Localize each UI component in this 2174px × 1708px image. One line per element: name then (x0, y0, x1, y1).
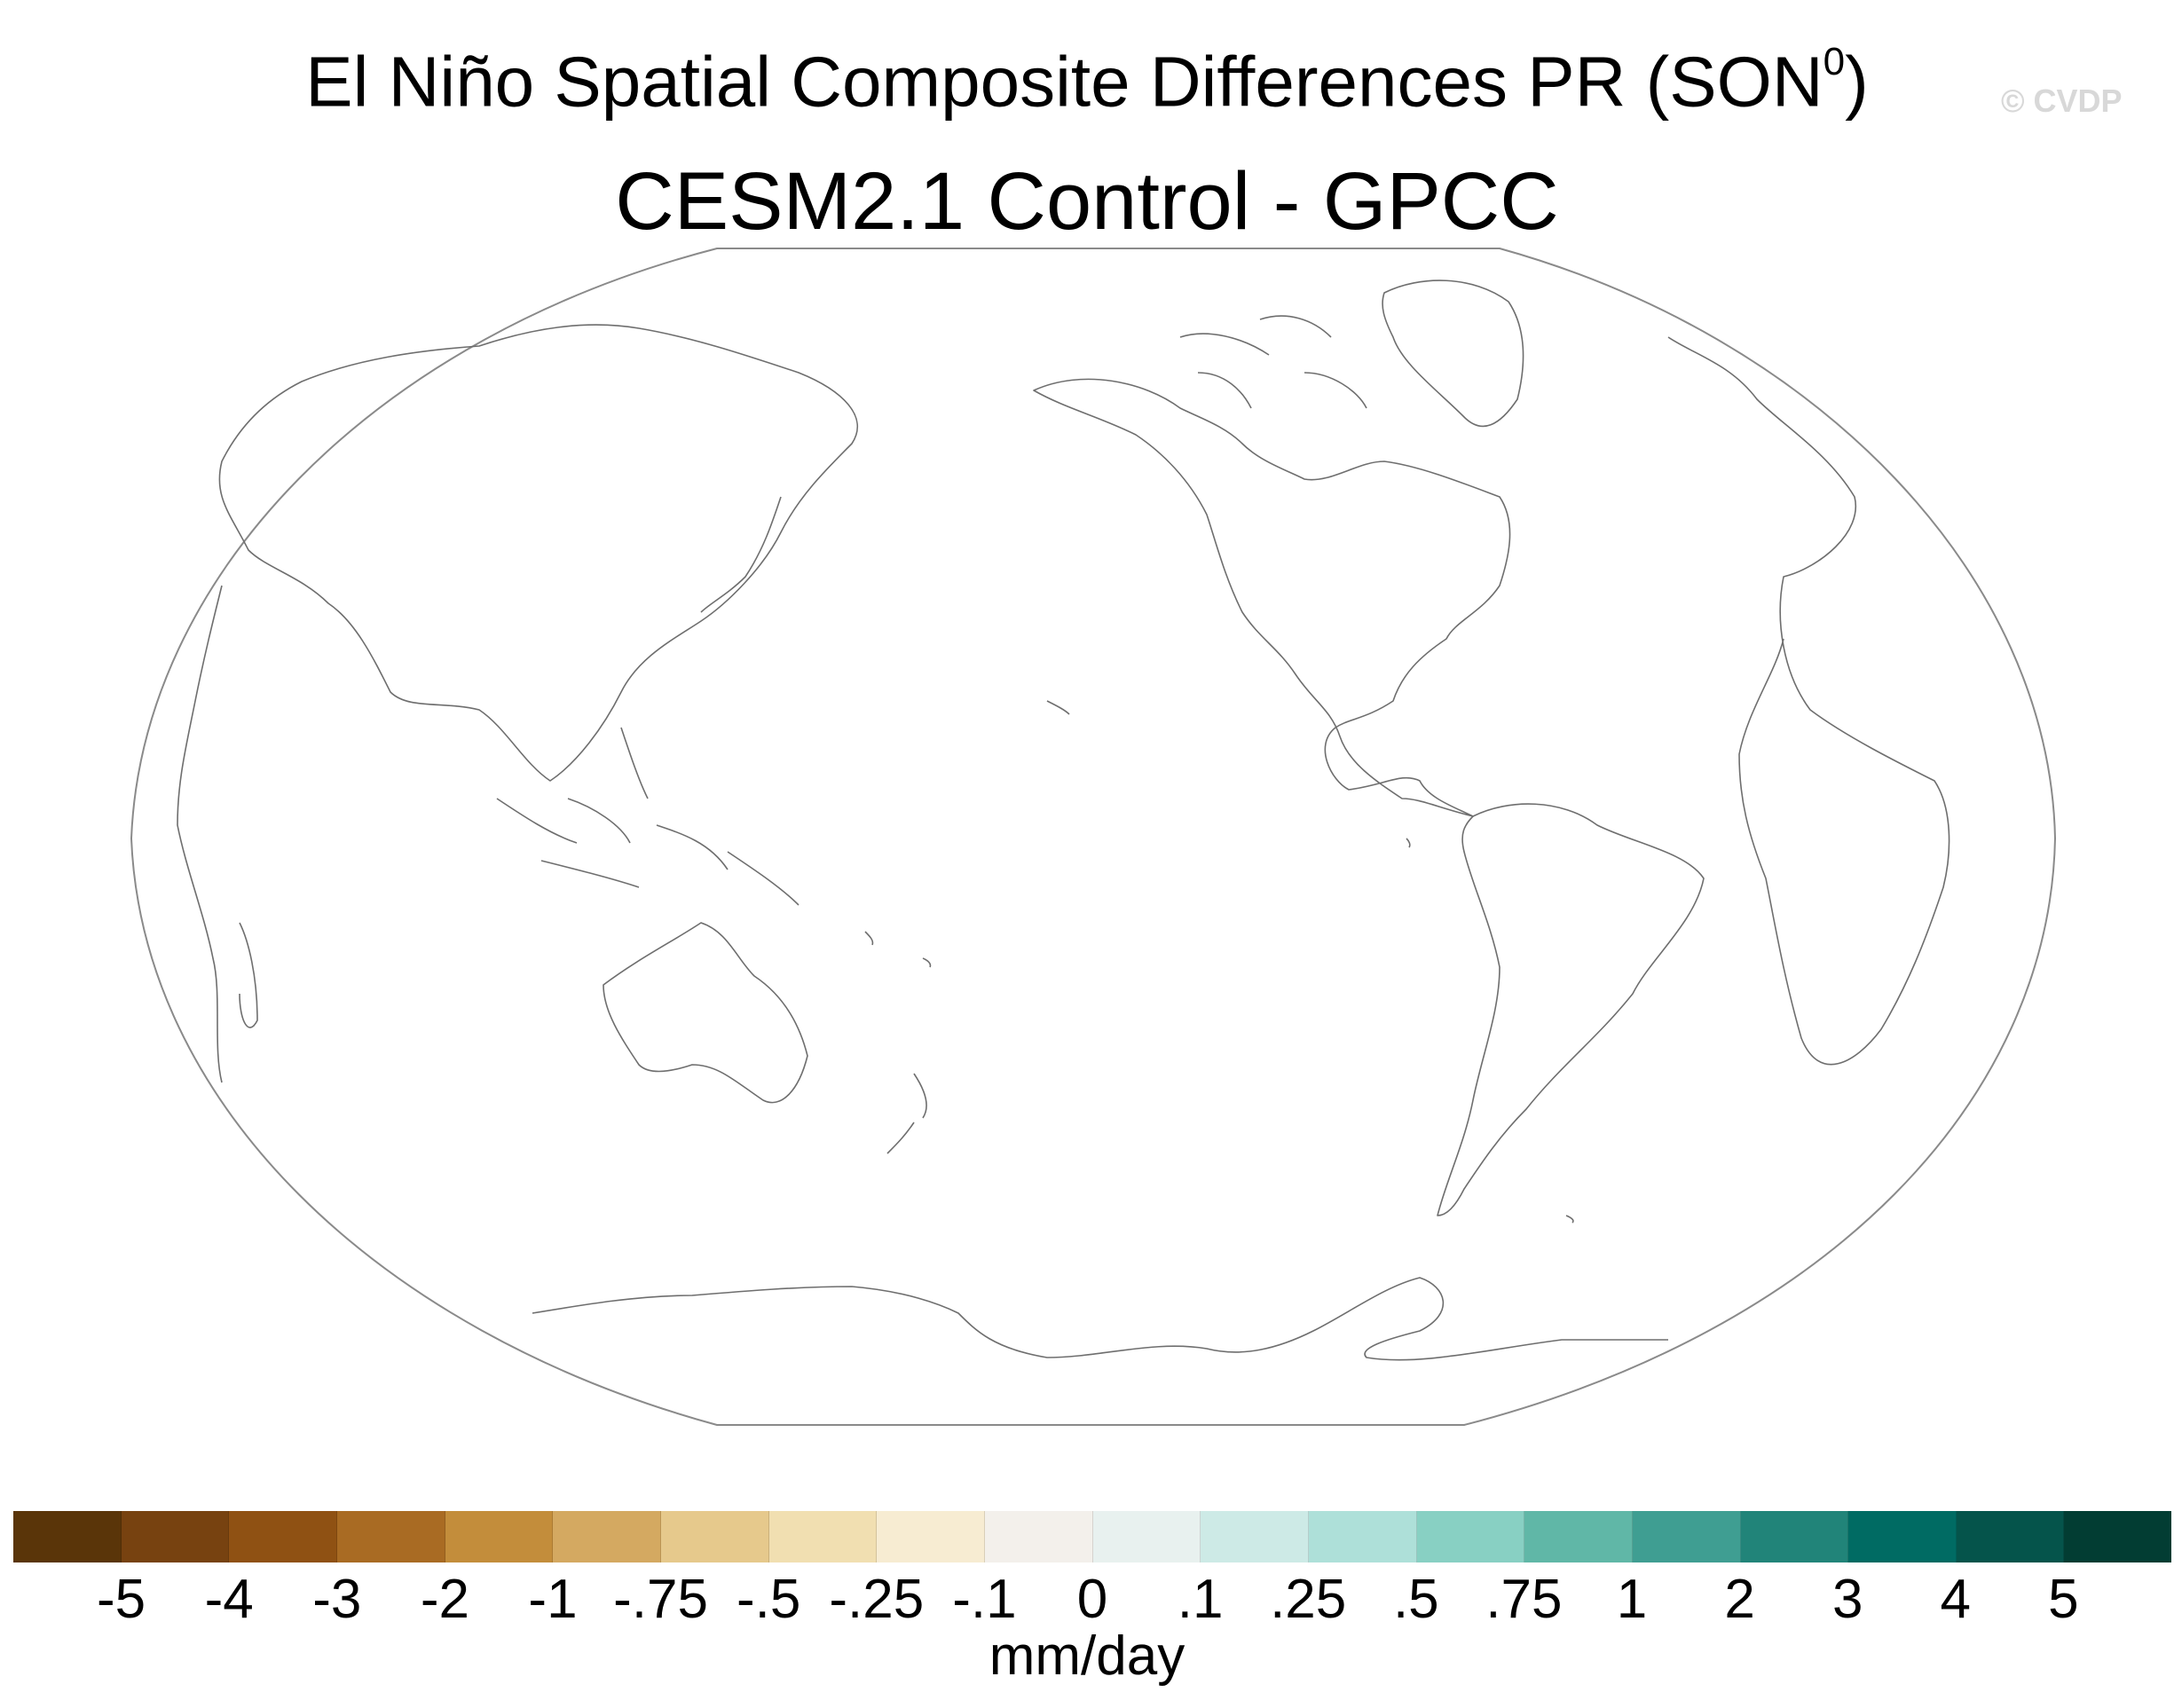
colorbar-swatch-12 (1308, 1511, 1417, 1562)
colorbar-label: 2 (1724, 1569, 1755, 1630)
colorbar-swatch-5 (553, 1511, 661, 1562)
colorbar-swatch-2 (229, 1511, 337, 1562)
colorbar-swatch-0 (13, 1511, 122, 1562)
colorbar-label: -4 (204, 1569, 254, 1630)
colorbar (13, 1511, 2172, 1562)
coast-new-zealand (886, 1073, 927, 1154)
colorbar-label: .25 (1270, 1569, 1347, 1630)
coast-arctic-islands (1179, 315, 1367, 409)
coast-south-america (1437, 803, 1705, 1216)
title-text: El Niño Spatial Composite Differences PR… (305, 42, 1823, 122)
colorbar-label: 3 (1831, 1569, 1863, 1630)
colorbar-swatch-1 (121, 1511, 230, 1562)
colorbar-label: -3 (312, 1569, 362, 1630)
colorbar-swatch-7 (768, 1511, 878, 1562)
colorbar-label: 5 (2048, 1569, 2079, 1630)
colorbar-swatch-10 (1092, 1511, 1201, 1562)
colorbar-label: .5 (1392, 1569, 1439, 1630)
coast-australia (603, 922, 808, 1104)
colorbar-label: -.75 (613, 1569, 709, 1630)
coast-north-america (1033, 378, 1511, 817)
colorbar-swatch-15 (1632, 1511, 1741, 1562)
colorbar-swatch-13 (1416, 1511, 1525, 1562)
coast-asia (218, 324, 858, 782)
colorbar-label: 0 (1076, 1569, 1108, 1630)
coast-small-islands (864, 700, 1574, 1224)
colorbar-label: -1 (528, 1569, 578, 1630)
colorbar-swatch-14 (1524, 1511, 1633, 1562)
colorbar-swatch-17 (1848, 1511, 1957, 1562)
coast-europe-africa (1667, 336, 1950, 1066)
coast-greenland (1382, 279, 1524, 428)
colorbar-units: mm/day (989, 1625, 1185, 1687)
colorbar-label: 1 (1616, 1569, 1648, 1630)
colorbar-label: -.25 (829, 1569, 925, 1630)
colorbar-label: -2 (420, 1569, 469, 1630)
figure-title: El Niño Spatial Composite Differences PR… (0, 25, 2174, 127)
colorbar-swatch-6 (660, 1511, 769, 1562)
coast-japan (700, 496, 782, 613)
colorbar-swatch-9 (984, 1511, 1093, 1562)
map-outline (130, 248, 2057, 1426)
colorbar-swatch-11 (1201, 1511, 1309, 1562)
figure-subtitle: CESM2.1 Control - GPCC (615, 156, 1559, 247)
colorbar-label: .1 (1177, 1569, 1224, 1630)
colorbar-swatch-4 (445, 1511, 554, 1562)
coast-africa-west (177, 585, 258, 1083)
coastlines (177, 279, 1950, 1361)
colorbar-swatch-18 (1956, 1511, 2065, 1562)
watermark: © CVDP (2001, 83, 2123, 119)
coast-maritime-continent (496, 727, 799, 906)
title-suffix: ) (1845, 42, 1869, 122)
coast-antarctica (532, 1277, 1668, 1361)
colorbar-label: -5 (97, 1569, 146, 1630)
title-superscript: 0 (1823, 40, 1846, 83)
colorbar-label: .75 (1485, 1569, 1563, 1630)
colorbar-swatch-19 (2064, 1511, 2172, 1562)
colorbar-label: 4 (1940, 1569, 1972, 1630)
colorbar-swatch-8 (877, 1511, 985, 1562)
colorbar-swatch-3 (336, 1511, 445, 1562)
colorbar-swatch-16 (1740, 1511, 1849, 1562)
colorbar-label: -.1 (952, 1569, 1017, 1630)
colorbar-label: -.5 (736, 1569, 801, 1630)
